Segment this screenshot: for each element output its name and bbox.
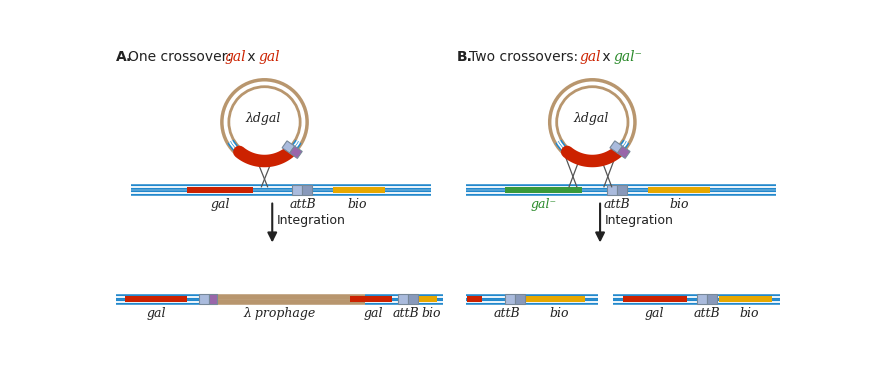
Bar: [408, 294, 418, 304]
Bar: [607, 185, 617, 195]
Bar: [282, 141, 294, 153]
Text: gal: gal: [579, 50, 601, 64]
Bar: [467, 296, 482, 302]
Text: bio: bio: [549, 307, 569, 320]
Text: x: x: [243, 50, 260, 64]
Bar: [187, 187, 253, 193]
Text: attB: attB: [290, 197, 316, 211]
Bar: [301, 185, 312, 195]
Text: Integration: Integration: [277, 214, 346, 227]
Text: A.: A.: [116, 50, 132, 64]
Bar: [333, 187, 385, 193]
Bar: [526, 296, 584, 302]
Bar: [618, 146, 630, 158]
Text: attB: attB: [494, 307, 520, 320]
Text: gal: gal: [224, 50, 246, 64]
Bar: [505, 294, 515, 304]
Text: λdgal: λdgal: [573, 112, 609, 125]
Text: bio: bio: [348, 197, 367, 211]
Text: gal⁻: gal⁻: [613, 50, 642, 64]
Bar: [515, 294, 525, 304]
Bar: [292, 185, 301, 195]
Text: gal: gal: [210, 197, 230, 211]
Bar: [350, 296, 392, 302]
Text: x: x: [597, 50, 615, 64]
Bar: [617, 185, 627, 195]
Text: gal: gal: [146, 307, 166, 320]
Bar: [398, 294, 408, 304]
Text: gal⁻: gal⁻: [531, 197, 556, 211]
Text: One crossover:: One crossover:: [128, 50, 237, 64]
Text: bio: bio: [739, 307, 759, 320]
Text: λ prophage: λ prophage: [244, 307, 316, 320]
Bar: [719, 296, 772, 302]
Bar: [697, 294, 707, 304]
Bar: [199, 294, 208, 304]
Text: attB: attB: [392, 307, 419, 320]
Bar: [125, 296, 187, 302]
Text: attB: attB: [694, 307, 720, 320]
Text: gal: gal: [645, 307, 664, 320]
Text: Integration: Integration: [604, 214, 674, 227]
Text: λdgal: λdgal: [245, 112, 280, 125]
Bar: [707, 294, 717, 304]
Bar: [648, 187, 710, 193]
Bar: [505, 187, 583, 193]
Bar: [290, 146, 302, 158]
Text: B.: B.: [456, 50, 472, 64]
Text: attB: attB: [604, 197, 631, 211]
Bar: [208, 294, 217, 304]
Text: bio: bio: [669, 197, 689, 211]
Text: bio: bio: [421, 307, 441, 320]
Bar: [418, 296, 436, 302]
Bar: [610, 141, 623, 153]
Text: Two crossovers:: Two crossovers:: [470, 50, 583, 64]
Text: gal: gal: [364, 307, 383, 320]
Text: gal: gal: [258, 50, 280, 64]
Bar: [624, 296, 687, 302]
